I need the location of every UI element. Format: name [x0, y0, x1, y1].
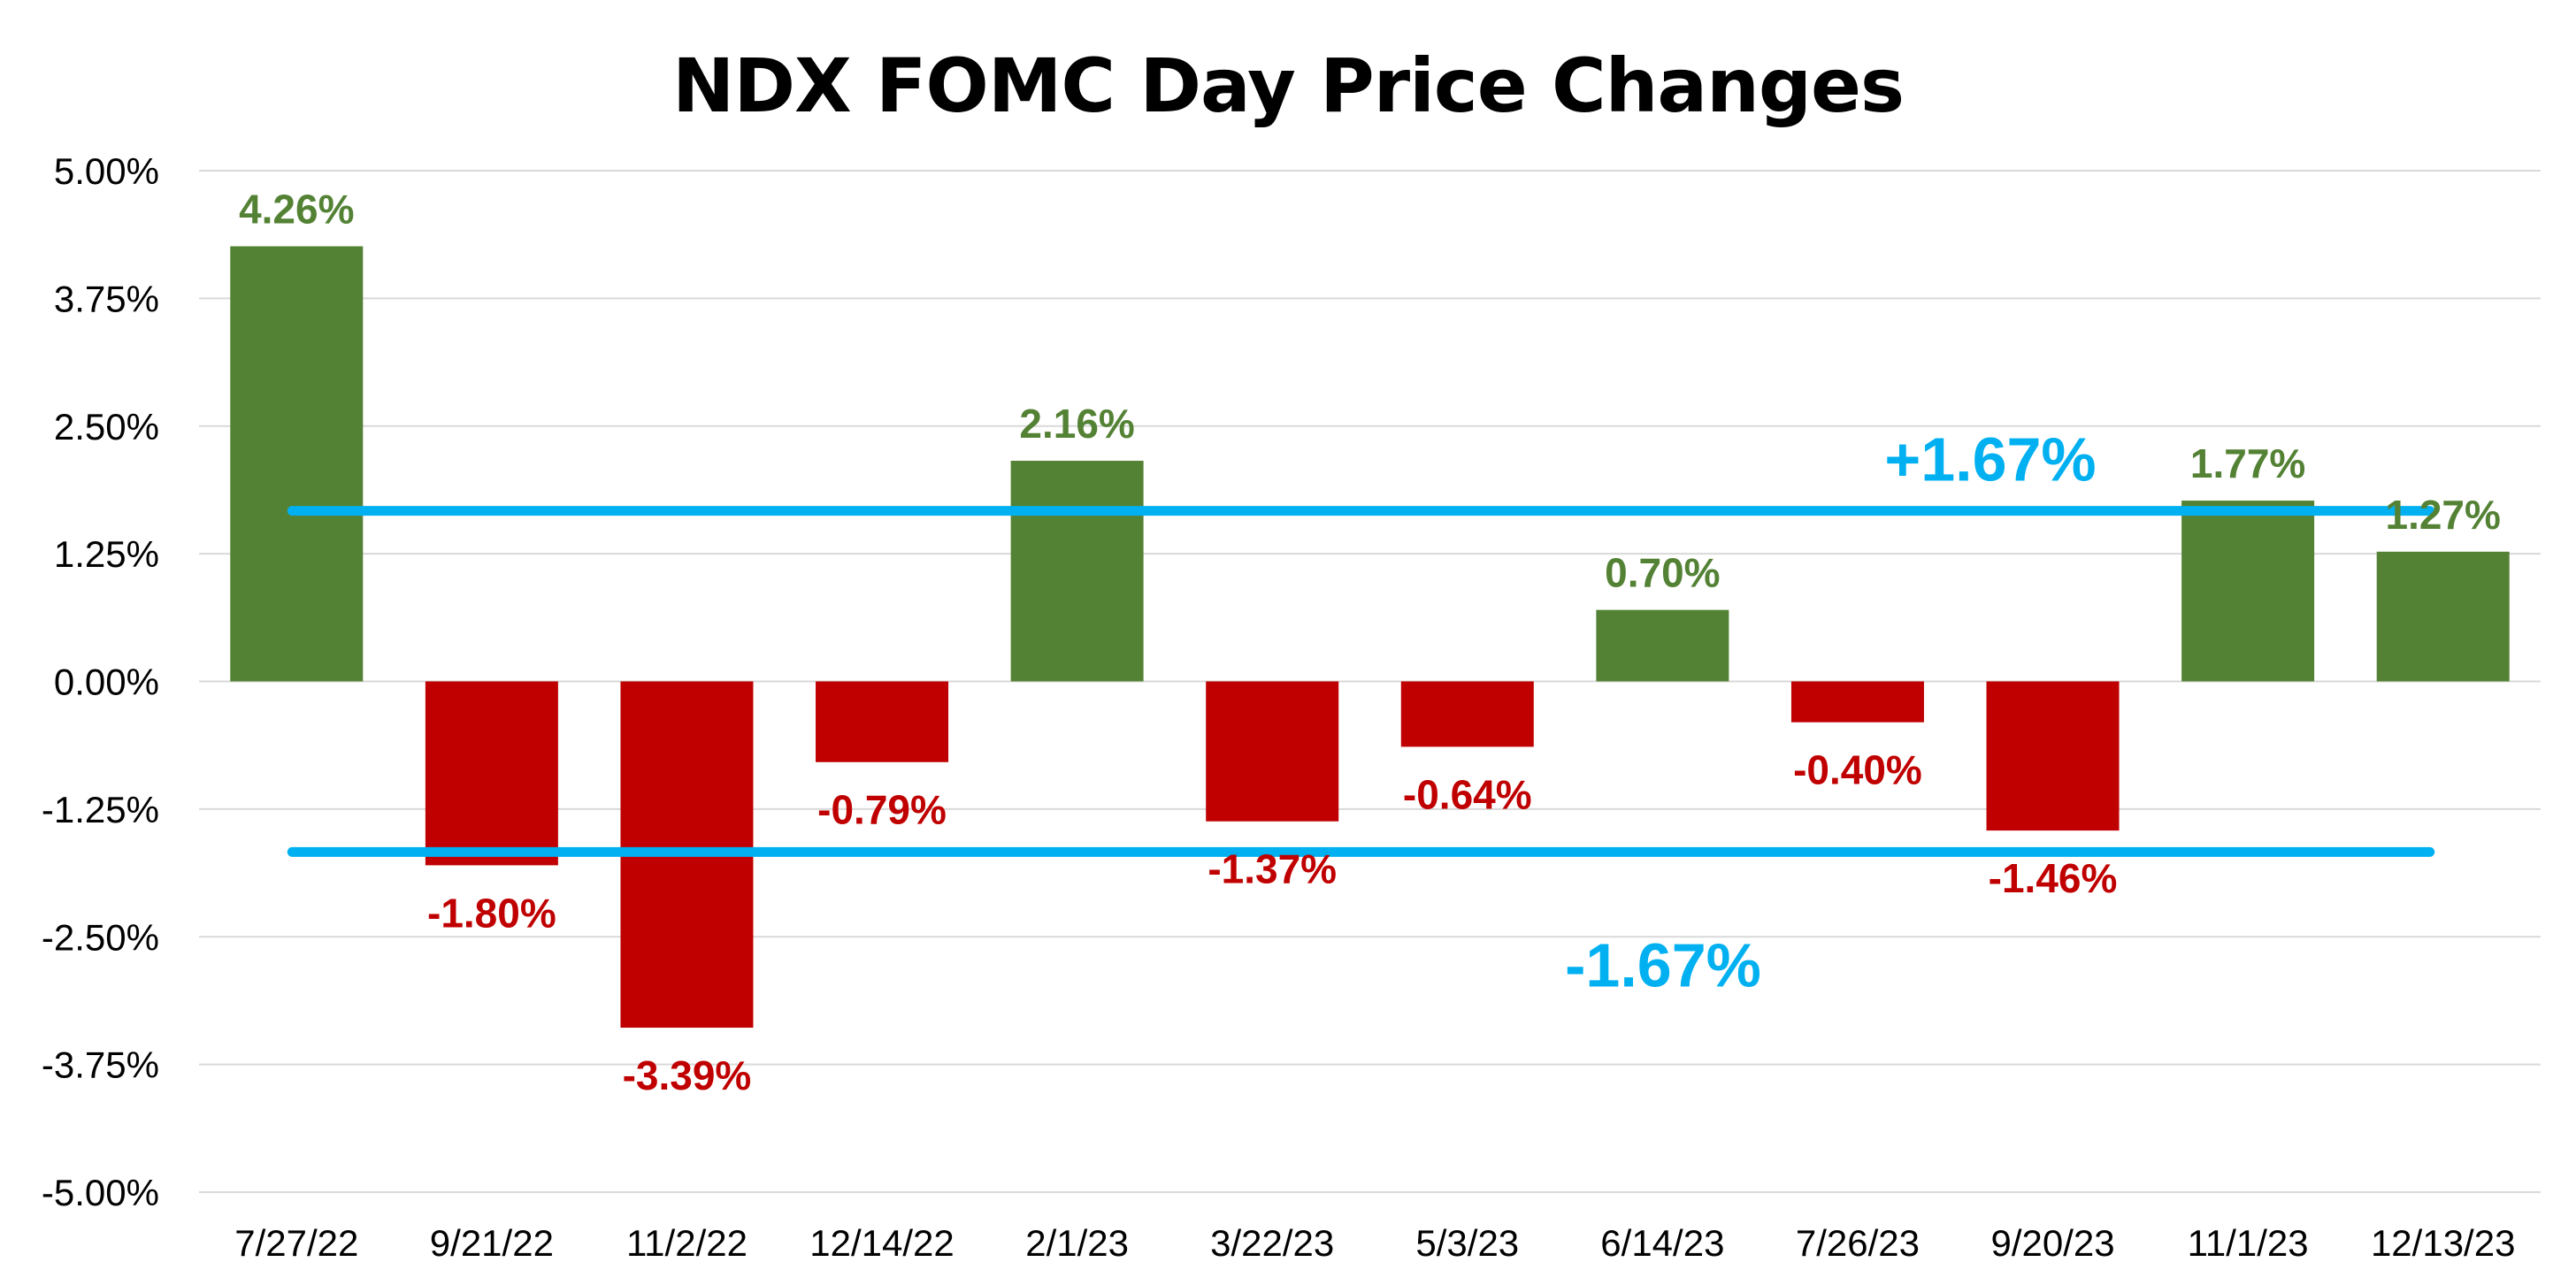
x-tick-label: 9/20/23	[1990, 1222, 2114, 1264]
y-tick-label: 3.75%	[54, 278, 159, 319]
bar	[1596, 609, 1729, 682]
chart-title: NDX FOMC Day Price Changes	[672, 42, 1905, 129]
data-label: 0.70%	[1605, 550, 1720, 596]
y-tick-label: -1.25%	[42, 789, 159, 830]
x-tick-label: 7/26/23	[1796, 1222, 1920, 1264]
x-tick-label: 12/14/22	[809, 1222, 954, 1264]
x-tick-label: 6/14/23	[1600, 1222, 1724, 1264]
bar	[425, 681, 558, 866]
x-tick-label: 12/13/23	[2371, 1222, 2516, 1264]
y-tick-label: -5.00%	[42, 1172, 159, 1213]
bar	[1790, 681, 1924, 723]
bar	[1206, 681, 1339, 822]
data-label: 1.27%	[2385, 492, 2500, 538]
bar	[1010, 461, 1144, 682]
bar	[1986, 681, 2120, 831]
data-label: -1.80%	[427, 890, 556, 936]
y-tick-label: 0.00%	[54, 662, 159, 703]
reference-line-label: +1.67%	[1884, 425, 2096, 494]
bar	[2376, 551, 2510, 682]
x-tick-label: 11/1/23	[2188, 1222, 2309, 1264]
x-tick-label: 7/27/22	[234, 1222, 358, 1264]
bar	[2181, 501, 2315, 682]
data-label: -0.64%	[1403, 771, 1532, 817]
data-label: -3.39%	[623, 1052, 752, 1098]
data-label: -1.37%	[1208, 846, 1337, 892]
y-tick-label: 2.50%	[54, 406, 159, 447]
reference-line-label: -1.67%	[1565, 930, 1761, 999]
data-label: -1.46%	[1989, 855, 2118, 901]
data-label: -0.79%	[817, 787, 947, 833]
x-tick-label: 9/21/22	[430, 1222, 554, 1264]
x-tick-label: 2/1/23	[1025, 1222, 1129, 1264]
bar	[230, 246, 364, 682]
data-label: 2.16%	[1019, 401, 1134, 447]
y-tick-label: -3.75%	[42, 1044, 159, 1086]
bar	[816, 681, 949, 762]
y-tick-label: 1.25%	[54, 533, 159, 575]
x-tick-label: 5/3/23	[1415, 1222, 1519, 1264]
data-label: 4.26%	[239, 186, 354, 232]
y-tick-label: -2.50%	[42, 916, 159, 958]
data-label: -0.40%	[1793, 747, 1922, 793]
data-label: 1.77%	[2190, 440, 2305, 486]
x-tick-label: 3/22/23	[1210, 1222, 1334, 1264]
x-tick-label: 11/2/22	[626, 1222, 748, 1264]
bar	[1400, 681, 1534, 747]
y-tick-label: 5.00%	[54, 150, 159, 192]
